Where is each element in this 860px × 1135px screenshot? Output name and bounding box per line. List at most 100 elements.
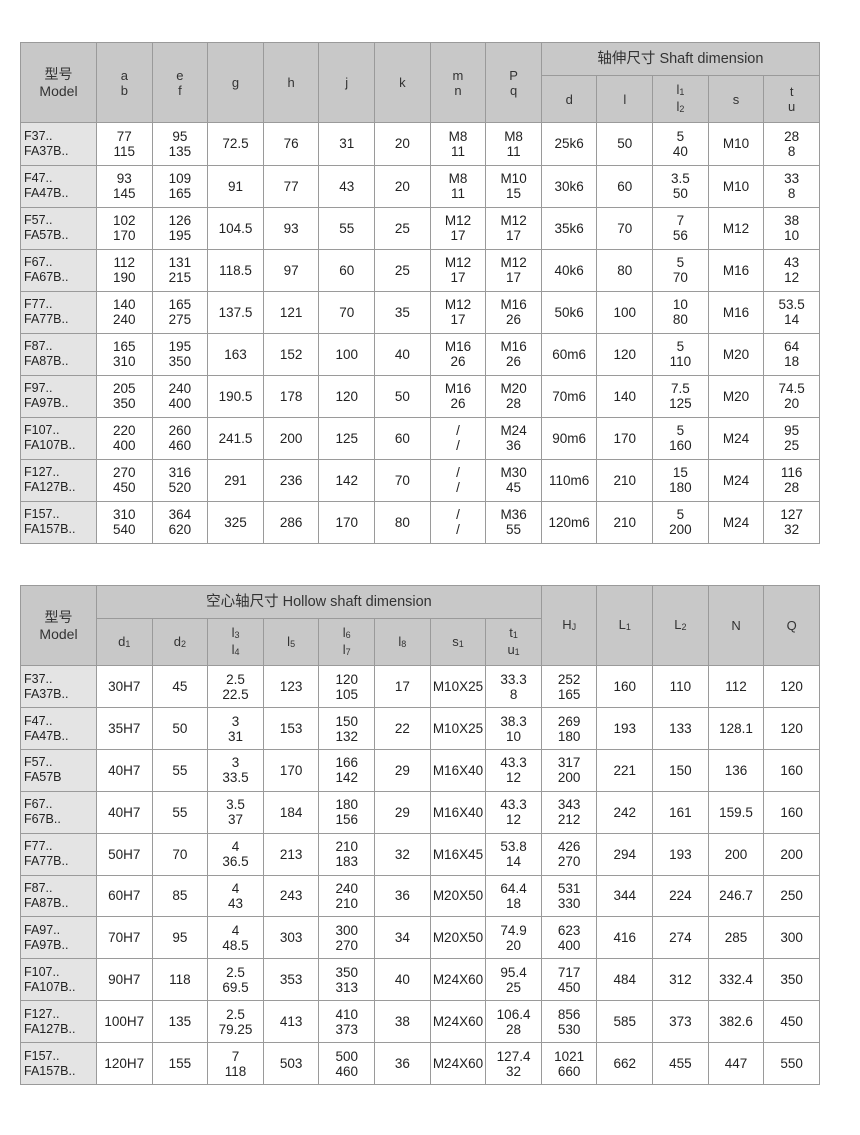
value-cell: 100 — [318, 332, 376, 376]
value-cell: 150 132 — [318, 707, 376, 750]
value-cell: 50k6 — [540, 290, 598, 334]
value-cell: 135 — [151, 1000, 209, 1043]
value-cell: 125 — [318, 416, 376, 460]
value-cell: M16 26 — [485, 290, 542, 334]
value-cell: 77 115 — [96, 122, 153, 166]
column-header-symbol: H — [562, 617, 572, 633]
model-cell: F37.. FA37B.. — [20, 122, 97, 166]
value-cell: 38 10 — [763, 206, 820, 250]
value-cell: 585 — [596, 1000, 654, 1043]
value-cell: 7.5 125 — [652, 374, 709, 418]
column-header-symbol: a — [120, 67, 128, 83]
value-cell: 60 — [374, 416, 431, 460]
value-cell: 36 — [374, 1042, 431, 1085]
value-cell: 4 43 — [207, 874, 264, 918]
value-cell: 33.3 8 — [485, 665, 542, 709]
value-cell: 294 — [596, 832, 654, 876]
column-header-subscript: 7 — [345, 647, 351, 658]
column-header-symbol: l — [231, 625, 235, 641]
value-cell: 74.9 20 — [485, 916, 542, 960]
value-cell: 60H7 — [96, 874, 153, 918]
table-row: F87.. FA87B.. 165 310 195 350 163 152 100 40 M1… — [20, 332, 820, 376]
value-cell: 55 — [151, 790, 209, 834]
column-header-subscript: 5 — [290, 638, 296, 649]
value-cell: 184 — [262, 790, 320, 834]
value-cell: M8 11 — [429, 164, 487, 208]
value-cell: 224 — [652, 874, 709, 918]
model-cell: F57.. FA57B.. — [20, 206, 97, 250]
model-cell: F127.. FA127B.. — [20, 458, 97, 502]
header-subrow: d l l1 l2 s t u — [21, 74, 820, 124]
header-row: 型号 Model 空心轴尺寸 Hollow shaft dimension HJ L1… — [20, 584, 820, 667]
value-cell: 2.5 79.25 — [207, 1000, 264, 1043]
value-cell: 127 32 — [763, 500, 820, 545]
value-cell: 210 — [596, 500, 654, 545]
value-cell: 241.5 — [207, 416, 264, 460]
column-header: l3 l4 — [207, 617, 264, 667]
value-cell: 95.4 25 — [485, 958, 542, 1002]
column-header: t1 u1 — [485, 617, 542, 667]
value-cell: 500 460 — [318, 1042, 376, 1085]
value-cell: 31 — [318, 122, 376, 166]
value-cell: 193 — [652, 832, 709, 876]
value-cell: M20 — [707, 332, 765, 376]
column-header-subscript: 1 — [512, 630, 518, 641]
value-cell: M16X40 — [429, 748, 487, 792]
value-cell: / / — [429, 416, 487, 460]
column-header-symbol: j — [345, 75, 349, 91]
value-cell: M24X60 — [429, 958, 487, 1002]
model-cell: F77.. FA77B.. — [20, 290, 97, 334]
model-cell: F67.. F67B.. — [20, 790, 97, 834]
value-cell: 123 — [262, 665, 320, 709]
value-cell: 1021 660 — [540, 1042, 598, 1085]
value-cell: 43 12 — [763, 248, 820, 292]
value-cell: 70H7 — [96, 916, 153, 960]
value-cell: 260 460 — [151, 416, 209, 460]
value-cell: 29 — [374, 790, 431, 834]
value-cell: 246.7 — [707, 874, 765, 918]
column-header-symbol: l — [676, 99, 680, 115]
column-header-symbol: l — [342, 642, 346, 658]
value-cell: M8 11 — [429, 122, 487, 166]
value-cell: M12 17 — [429, 290, 487, 334]
value-cell: M12 17 — [485, 206, 542, 250]
value-cell: 240 210 — [318, 874, 376, 918]
value-cell: 60m6 — [540, 332, 598, 376]
value-cell: 7 118 — [207, 1042, 264, 1085]
value-cell: 93 — [262, 206, 320, 250]
value-cell: M20X50 — [429, 874, 487, 918]
value-cell: 40H7 — [96, 790, 153, 834]
value-cell: 163 — [207, 332, 264, 376]
column-header-symbol: N — [731, 618, 741, 634]
value-cell: 413 — [262, 1000, 320, 1043]
value-cell: M20 — [707, 374, 765, 418]
value-cell: 90m6 — [540, 416, 598, 460]
value-cell: 34 — [374, 916, 431, 960]
column-header-symbol: d — [565, 91, 573, 107]
value-cell: 150 — [652, 748, 709, 792]
model-cell: FA97.. FA97B.. — [20, 916, 97, 960]
value-cell: 856 530 — [540, 1000, 598, 1043]
value-cell: 221 — [596, 748, 654, 792]
value-cell: 25 — [374, 248, 431, 292]
value-cell: 95 135 — [151, 122, 209, 166]
column-header-symbol: g — [231, 75, 240, 91]
value-cell: M24X60 — [429, 1042, 487, 1085]
column-header-subscript: 1 — [458, 638, 464, 649]
value-cell: 165 310 — [96, 332, 153, 376]
value-cell: 64 18 — [763, 332, 820, 376]
model-cell: F87.. FA87B.. — [20, 332, 97, 376]
value-cell: 142 — [318, 458, 376, 502]
value-cell: 170 — [262, 748, 320, 792]
value-cell: 450 — [763, 1000, 820, 1043]
value-cell: 484 — [596, 958, 654, 1002]
table-row: F127.. FA127B.. 100H7 135 2.5 79.25 413 410 3… — [20, 1000, 820, 1043]
column-header-subscript: J — [571, 622, 577, 633]
value-cell: 43.3 12 — [485, 748, 542, 792]
value-cell: 35H7 — [96, 707, 153, 750]
column-header-subscript: 1 — [625, 622, 631, 633]
value-cell: 300 270 — [318, 916, 376, 960]
column-header: g — [207, 41, 264, 124]
value-cell: 165 275 — [151, 290, 209, 334]
value-cell: 35k6 — [540, 206, 598, 250]
